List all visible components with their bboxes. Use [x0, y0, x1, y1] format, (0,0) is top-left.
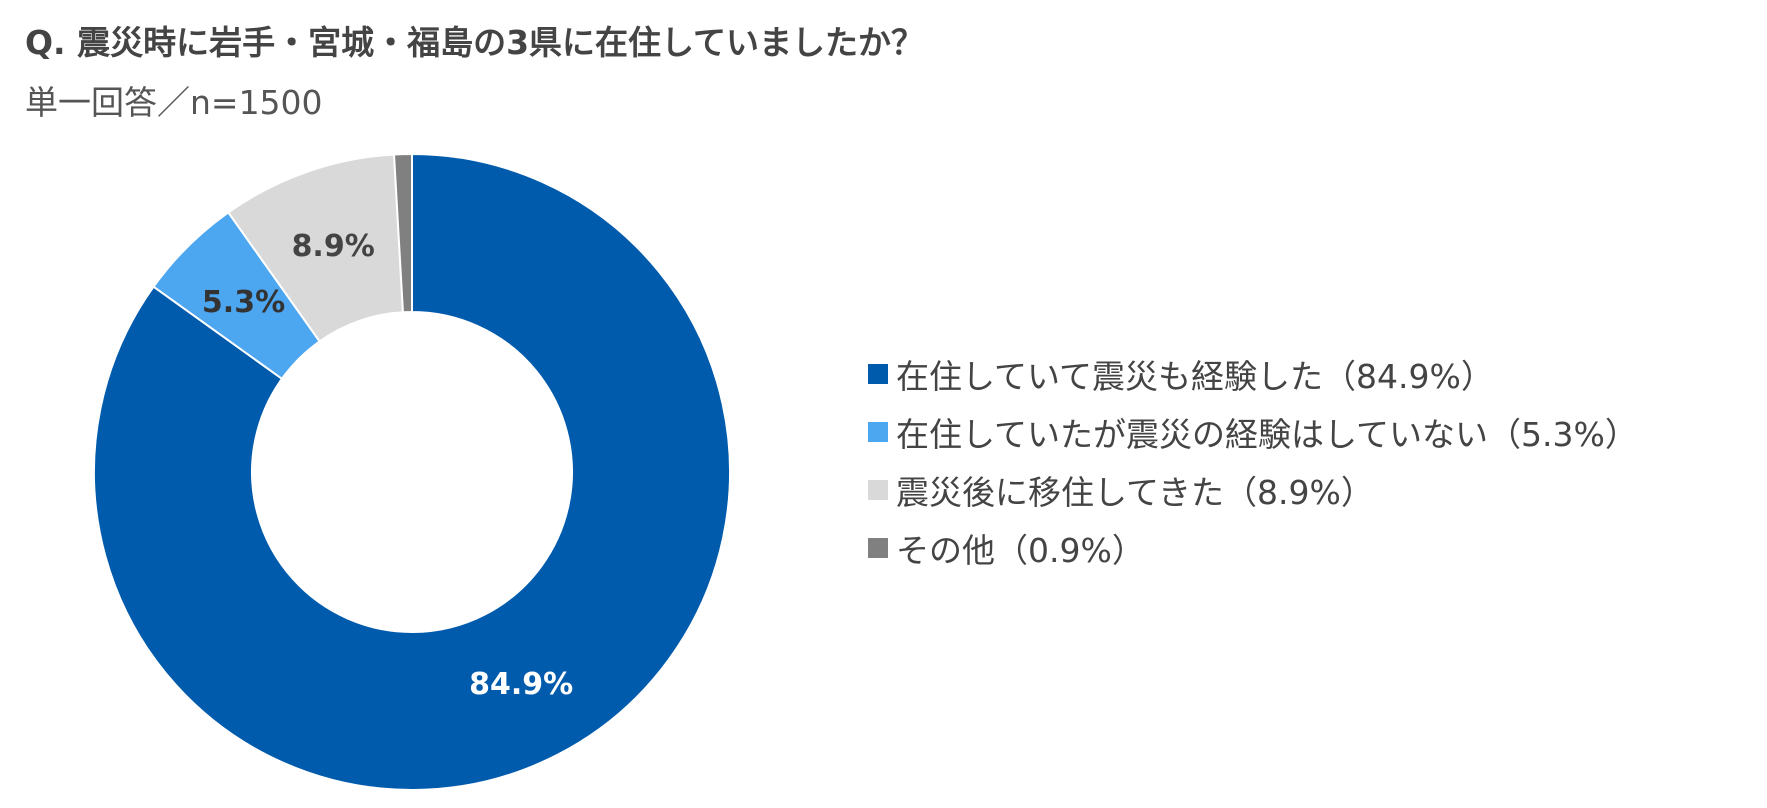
slice-data-label-0: 84.9% — [469, 667, 573, 702]
legend-item-3: その他（0.9%） — [868, 519, 1638, 577]
legend-item-2: 震災後に移住してきた（8.9%） — [868, 461, 1638, 519]
legend-item-0: 在住していて震災も経験した（84.9%） — [868, 345, 1638, 403]
donut-slice-3 — [392, 152, 413, 314]
legend-swatch-1 — [868, 422, 888, 442]
slice-data-label-1: 5.3% — [202, 285, 285, 320]
chart-subtitle: 単一回答／n=1500 — [25, 83, 323, 122]
legend-swatch-3 — [868, 538, 888, 558]
legend-label-1: 在住していたが震災の経験はしていない（5.3%） — [896, 415, 1638, 454]
legend-swatch-0 — [868, 364, 888, 384]
donut-chart: 84.9% 5.3%8.9% — [93, 152, 731, 791]
slice-data-label-2: 8.9% — [292, 229, 375, 264]
legend-label-0: 在住していて震災も経験した（84.9%） — [896, 357, 1494, 396]
legend-label-2: 震災後に移住してきた（8.9%） — [896, 473, 1374, 512]
donut-slice-0 — [93, 152, 731, 791]
chart-title: Q. 震災時に岩手・宮城・福島の3県に在住していましたか？ — [25, 23, 925, 62]
chart-legend: 在住していて震災も経験した（84.9%） 在住していたが震災の経験はしていない（5… — [868, 345, 1638, 577]
legend-swatch-2 — [868, 480, 888, 500]
legend-label-3: その他（0.9%） — [896, 531, 1145, 570]
legend-item-1: 在住していたが震災の経験はしていない（5.3%） — [868, 403, 1638, 461]
